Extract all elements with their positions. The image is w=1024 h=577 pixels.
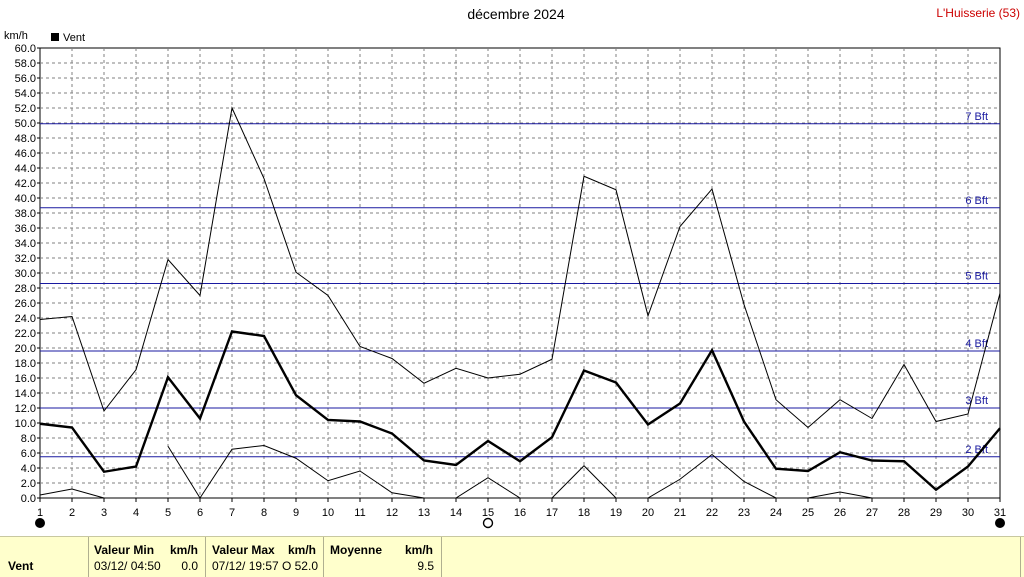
max-date: 07/12/ 19:57	[212, 559, 279, 573]
y-tick-label: 44.0	[15, 163, 36, 175]
y-tick-label: 40.0	[15, 193, 36, 205]
chart-title: décembre 2024	[467, 6, 565, 22]
y-tick-label: 18.0	[15, 358, 36, 370]
beaufort-label: 4 Bft	[965, 338, 988, 350]
mean-value: 9.5	[417, 559, 434, 573]
x-tick-label: 25	[802, 507, 814, 519]
y-tick-label: 34.0	[15, 238, 36, 250]
x-tick-label: 20	[642, 507, 654, 519]
y-tick-label: 4.0	[21, 463, 36, 475]
divider	[441, 537, 442, 577]
x-tick-label: 14	[450, 507, 462, 519]
max-header: Valeur Max	[212, 543, 275, 557]
divider	[323, 537, 324, 577]
y-tick-label: 26.0	[15, 298, 36, 310]
y-tick-label: 58.0	[15, 58, 36, 70]
y-tick-label: 6.0	[21, 448, 36, 460]
series-line-max	[39, 106, 1001, 429]
x-tick-label: 8	[261, 507, 267, 519]
divider	[205, 537, 206, 577]
beaufort-label: 5 Bft	[965, 271, 988, 283]
summary-footer: Vent Valeur Min km/h 03/12/ 04:50 0.0 Va…	[0, 536, 1024, 577]
x-tick-label: 1	[37, 507, 43, 519]
y-tick-label: 10.0	[15, 418, 36, 430]
legend-label: Vent	[63, 32, 85, 44]
x-tick-label: 19	[610, 507, 622, 519]
series-line-min	[39, 488, 105, 499]
x-tick-label: 4	[133, 507, 139, 519]
y-tick-label: 8.0	[21, 433, 36, 445]
x-tick-label: 6	[197, 507, 203, 519]
max-value: O 52.0	[281, 559, 318, 573]
summary-row-label: Vent	[8, 559, 34, 573]
min-unit: km/h	[170, 543, 199, 557]
x-tick-label: 12	[386, 507, 398, 519]
x-tick-label: 21	[674, 507, 686, 519]
station-name: L'Huisserie (53)	[936, 6, 1020, 20]
wind-chart: 0.0 2.0 4.0 6.0 8.0 10.0 12.0 14.0 16.0 18.0 20.0 2…	[4, 30, 1006, 529]
x-tick-label: 9	[293, 507, 299, 519]
x-tick-label: 27	[866, 507, 878, 519]
series-line-min	[167, 444, 873, 499]
y-tick-label: 0.0	[21, 493, 36, 505]
x-tick-label: 23	[738, 507, 750, 519]
min-header: Valeur Min	[94, 543, 155, 557]
mean-header: Moyenne	[330, 543, 383, 557]
y-tick-label: 30.0	[15, 268, 36, 280]
x-tick-label: 13	[418, 507, 430, 519]
new-moon-icon	[35, 518, 45, 528]
x-tick-label: 28	[898, 507, 910, 519]
x-tick-label: 18	[578, 507, 590, 519]
x-tick-label: 3	[101, 507, 107, 519]
y-tick-label: 20.0	[15, 343, 36, 355]
x-tick-label: 22	[706, 507, 718, 519]
x-tick-label: 15	[482, 507, 494, 519]
x-tick-label: 17	[546, 507, 558, 519]
x-tick-label: 26	[834, 507, 846, 519]
divider	[88, 537, 89, 577]
y-tick-label: 22.0	[15, 328, 36, 340]
beaufort-label: 2 Bft	[965, 444, 988, 456]
x-tick-label: 30	[962, 507, 974, 519]
min-value: 0.0	[181, 559, 198, 573]
full-moon-icon	[482, 517, 494, 529]
x-tick-label: 10	[322, 507, 334, 519]
max-unit: km/h	[288, 543, 317, 557]
new-moon-icon	[995, 518, 1005, 528]
beaufort-label: 3 Bft	[965, 395, 988, 407]
legend-swatch	[51, 33, 59, 41]
y-tick-label: 46.0	[15, 148, 36, 160]
x-tick-label: 16	[514, 507, 526, 519]
y-tick-label: 16.0	[15, 373, 36, 385]
y-tick-label: 42.0	[15, 178, 36, 190]
x-tick-label: 7	[229, 507, 235, 519]
x-tick-label: 24	[770, 507, 782, 519]
y-tick-label: 28.0	[15, 283, 36, 295]
y-tick-label: 38.0	[15, 208, 36, 220]
y-tick-label: 52.0	[15, 103, 36, 115]
min-date: 03/12/ 04:50	[94, 559, 161, 573]
x-tick-label: 2	[69, 507, 75, 519]
y-axis-label: km/h	[4, 30, 28, 42]
y-tick-label: 14.0	[15, 388, 36, 400]
y-tick-label: 60.0	[15, 43, 36, 55]
y-tick-label: 50.0	[15, 118, 36, 130]
y-tick-label: 54.0	[15, 88, 36, 100]
beaufort-label: 7 Bft	[965, 111, 988, 123]
y-tick-label: 36.0	[15, 223, 36, 235]
x-tick-label: 11	[354, 507, 365, 519]
beaufort-label: 6 Bft	[965, 195, 988, 207]
y-tick-label: 32.0	[15, 253, 36, 265]
mean-unit: km/h	[405, 543, 434, 557]
y-tick-label: 12.0	[15, 403, 36, 415]
x-tick-label: 29	[930, 507, 942, 519]
y-tick-label: 2.0	[21, 478, 36, 490]
x-tick-label: 5	[165, 507, 171, 519]
series-line-mean	[39, 330, 1001, 492]
x-tick-label: 31	[994, 507, 1006, 519]
y-tick-label: 24.0	[15, 313, 36, 325]
y-tick-label: 48.0	[15, 133, 36, 145]
divider	[1020, 537, 1021, 577]
y-tick-label: 56.0	[15, 73, 36, 85]
